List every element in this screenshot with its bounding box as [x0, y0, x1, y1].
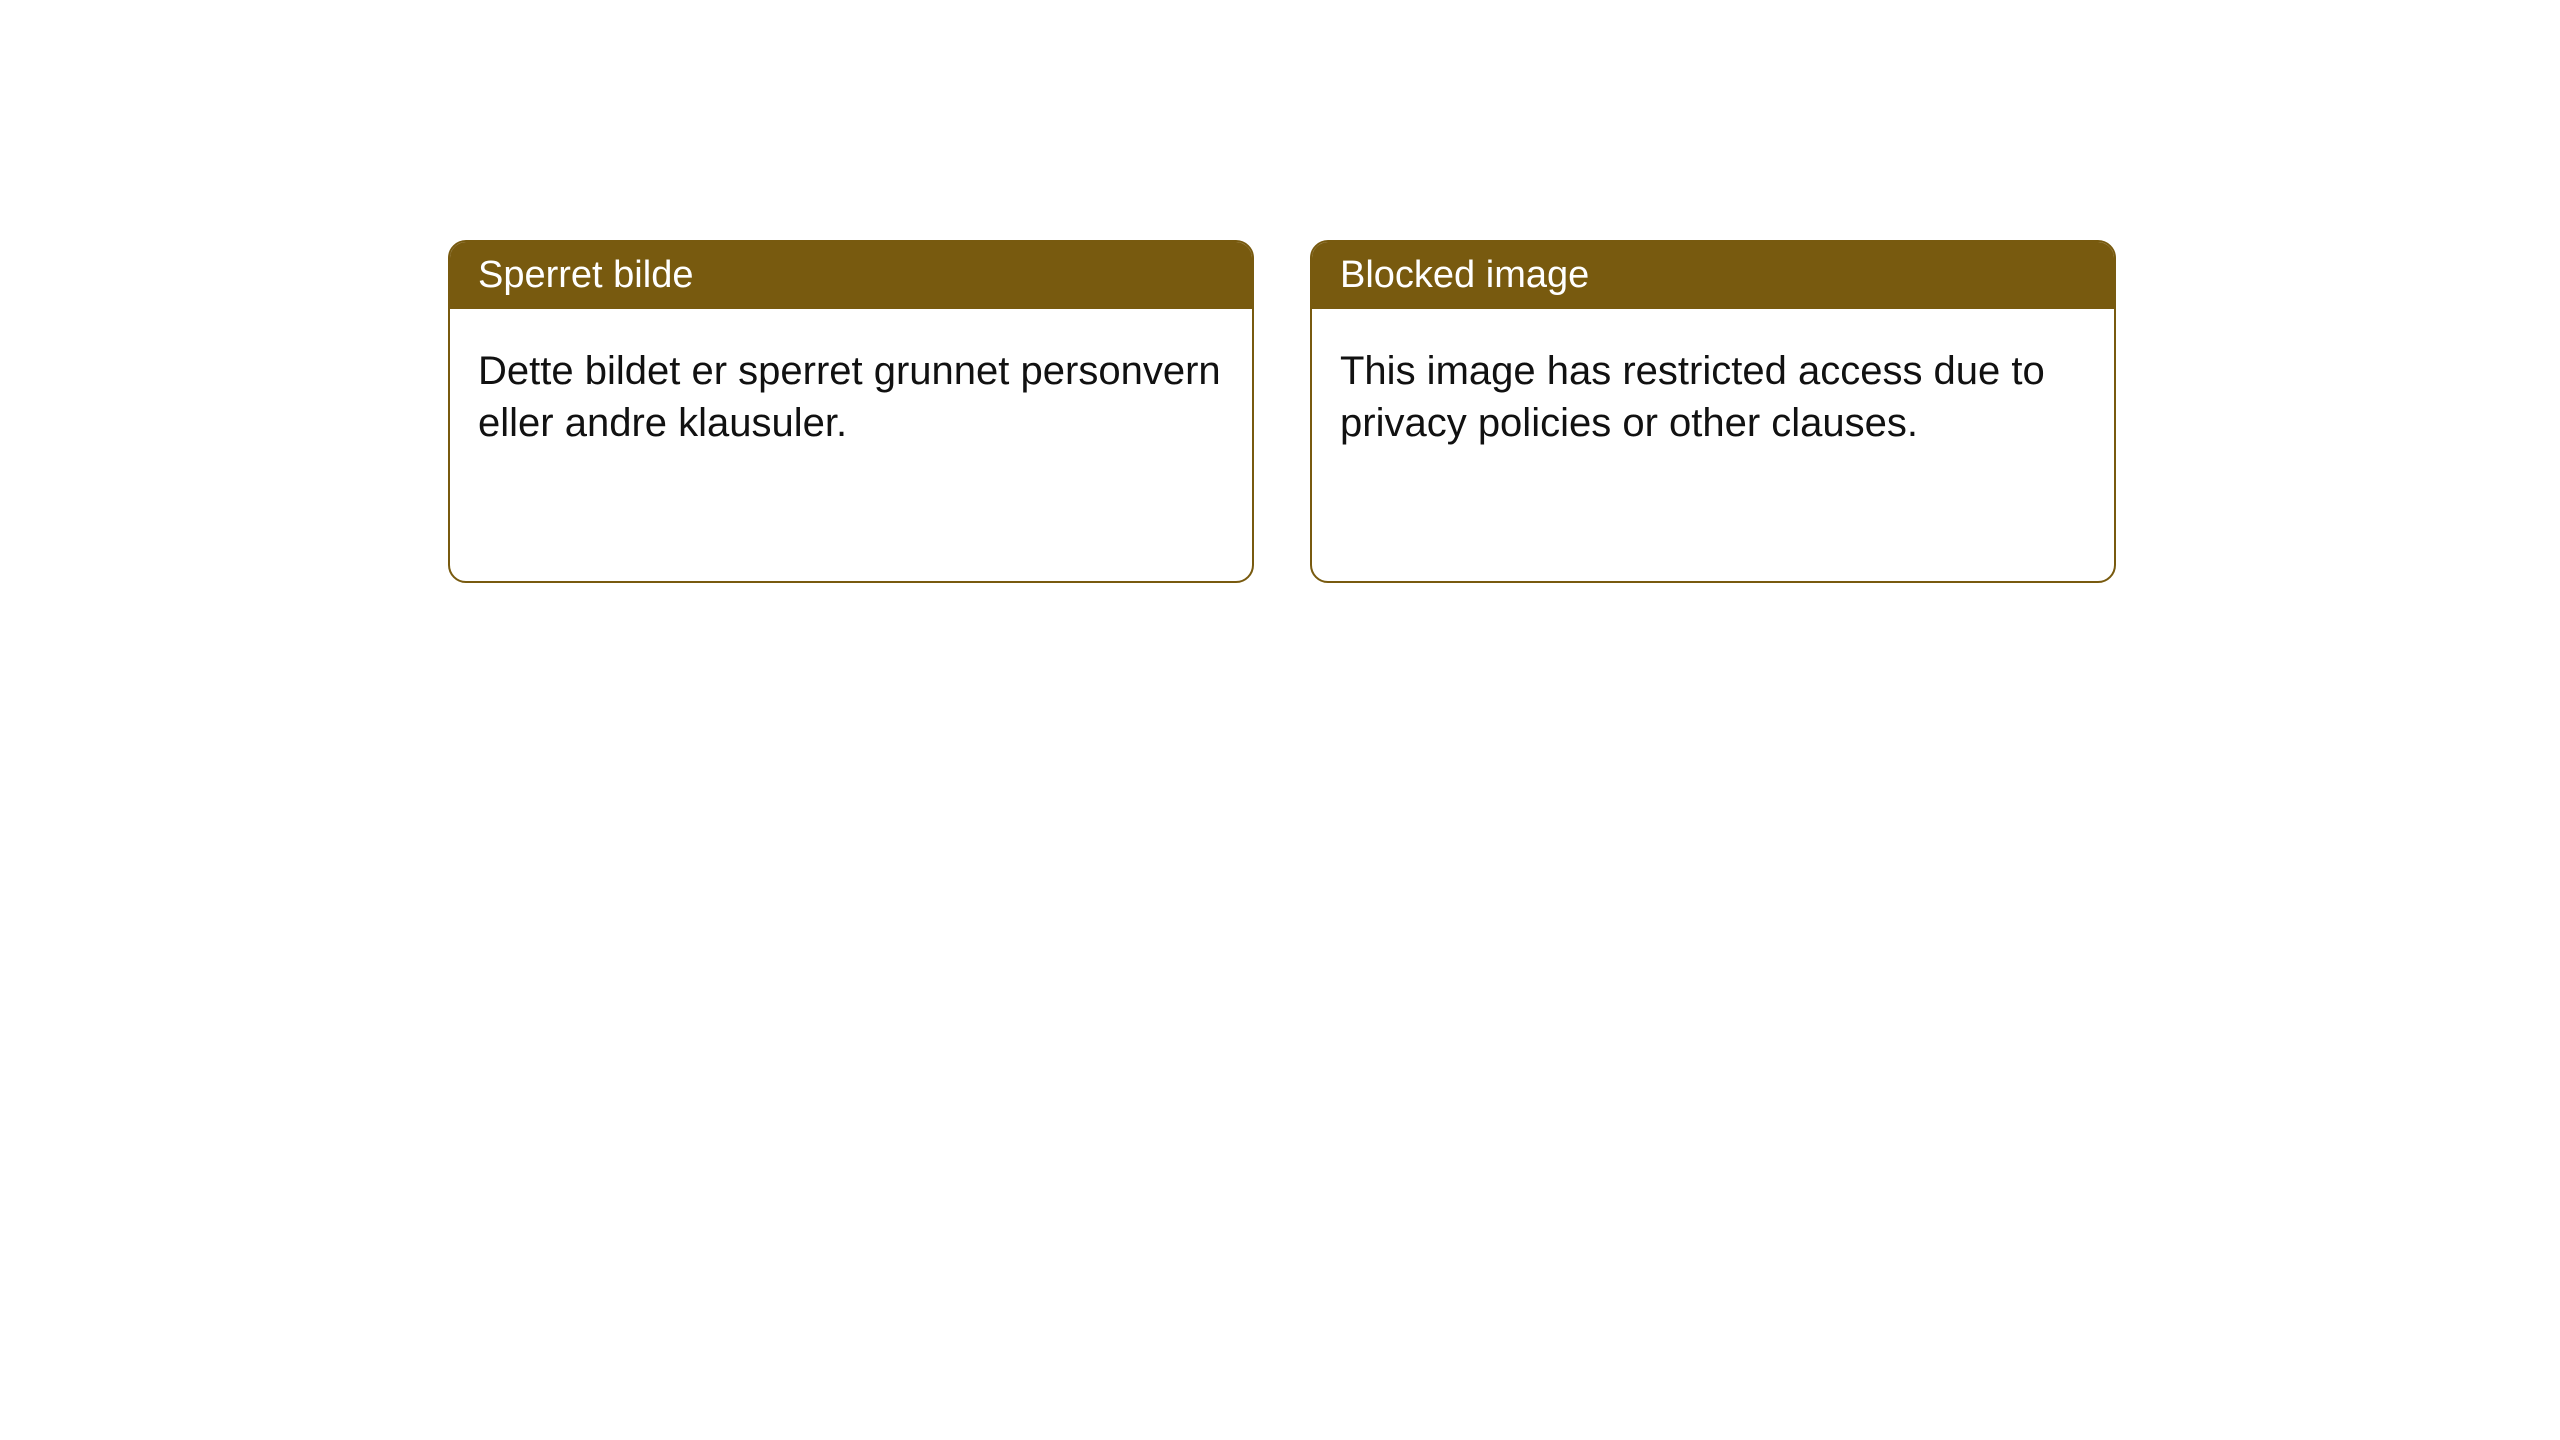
notice-header-norwegian: Sperret bilde — [450, 242, 1252, 309]
notice-card-english: Blocked image This image has restricted … — [1310, 240, 2116, 583]
notice-header-english: Blocked image — [1312, 242, 2114, 309]
notice-container: Sperret bilde Dette bildet er sperret gr… — [0, 0, 2560, 583]
notice-card-norwegian: Sperret bilde Dette bildet er sperret gr… — [448, 240, 1254, 583]
notice-body-norwegian: Dette bildet er sperret grunnet personve… — [450, 309, 1252, 581]
notice-body-english: This image has restricted access due to … — [1312, 309, 2114, 581]
